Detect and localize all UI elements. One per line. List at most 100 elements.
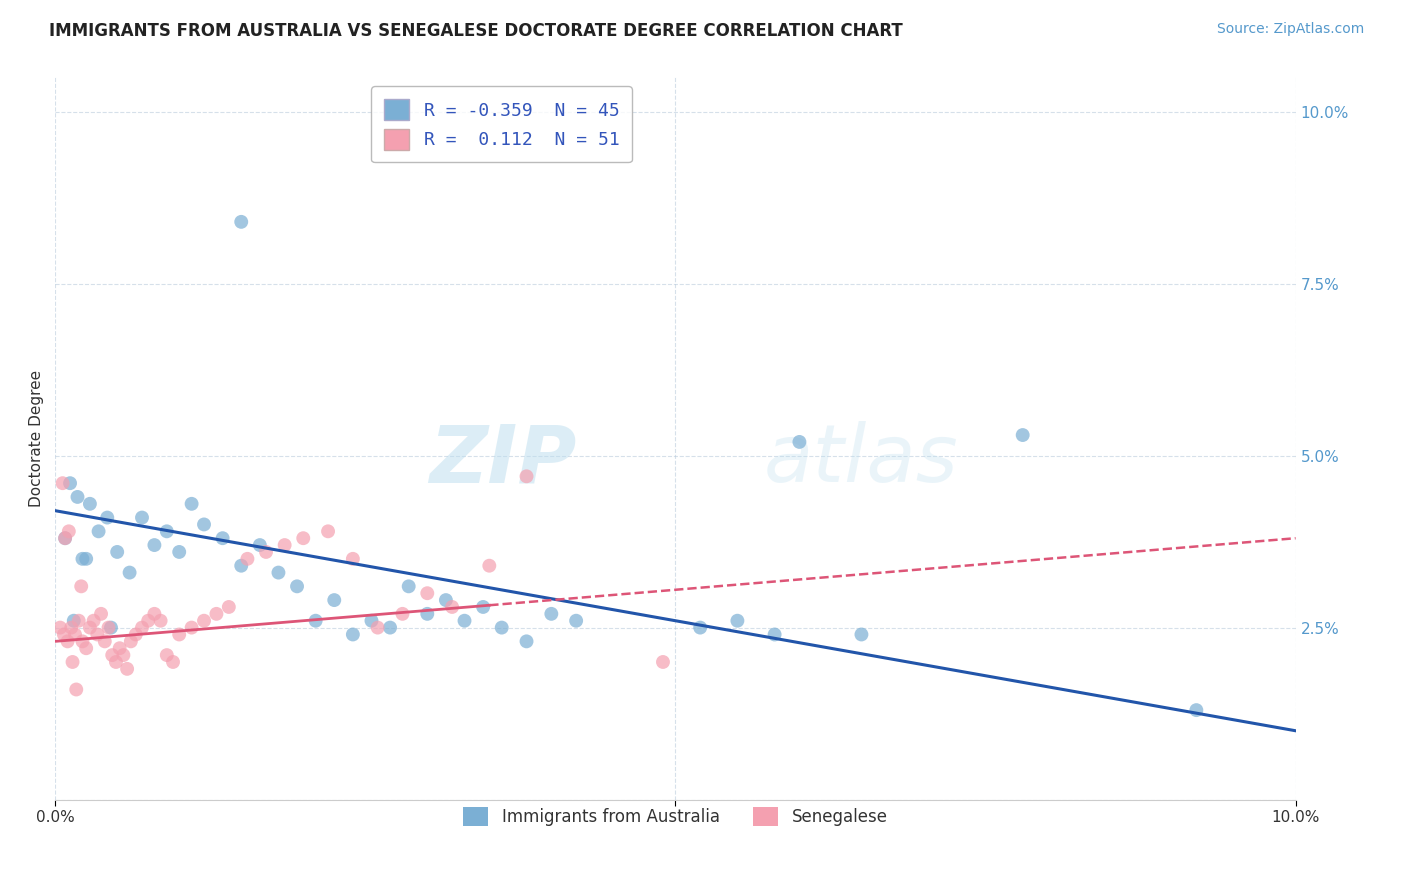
- Point: [131, 621, 153, 635]
- Point: [108, 641, 131, 656]
- Point: [267, 566, 290, 580]
- Point: [1011, 428, 1033, 442]
- Point: [149, 614, 172, 628]
- Point: [86, 627, 108, 641]
- Point: [851, 627, 873, 641]
- Point: [79, 621, 101, 635]
- Point: [75, 551, 97, 566]
- Point: [72, 551, 94, 566]
- Point: [96, 510, 118, 524]
- Point: [60, 621, 83, 635]
- Point: [1185, 703, 1208, 717]
- Point: [472, 599, 495, 614]
- Point: [316, 524, 339, 539]
- Point: [218, 599, 240, 614]
- Point: [143, 607, 166, 621]
- Point: [652, 655, 675, 669]
- Point: [292, 531, 315, 545]
- Point: [156, 648, 179, 662]
- Point: [112, 648, 135, 662]
- Point: [434, 593, 457, 607]
- Point: [58, 524, 80, 539]
- Text: Source: ZipAtlas.com: Source: ZipAtlas.com: [1216, 22, 1364, 37]
- Point: [725, 614, 748, 628]
- Point: [65, 682, 87, 697]
- Y-axis label: Doctorate Degree: Doctorate Degree: [30, 370, 44, 507]
- Point: [143, 538, 166, 552]
- Point: [231, 558, 253, 573]
- Point: [323, 593, 346, 607]
- Point: [70, 579, 93, 593]
- Point: [249, 538, 271, 552]
- Point: [136, 614, 159, 628]
- Point: [62, 655, 84, 669]
- Point: [56, 634, 79, 648]
- Point: [79, 497, 101, 511]
- Point: [491, 621, 513, 635]
- Point: [156, 524, 179, 539]
- Point: [236, 551, 259, 566]
- Point: [49, 621, 72, 635]
- Point: [105, 545, 128, 559]
- Point: [94, 634, 117, 648]
- Point: [193, 614, 215, 628]
- Point: [342, 627, 364, 641]
- Point: [211, 531, 233, 545]
- Point: [416, 586, 439, 600]
- Point: [398, 579, 420, 593]
- Point: [193, 517, 215, 532]
- Text: IMMIGRANTS FROM AUSTRALIA VS SENEGALESE DOCTORATE DEGREE CORRELATION CHART: IMMIGRANTS FROM AUSTRALIA VS SENEGALESE …: [49, 22, 903, 40]
- Point: [53, 531, 76, 545]
- Point: [118, 566, 141, 580]
- Point: [565, 614, 588, 628]
- Point: [540, 607, 562, 621]
- Point: [689, 621, 711, 635]
- Point: [104, 655, 127, 669]
- Point: [87, 524, 110, 539]
- Point: [789, 434, 811, 449]
- Point: [75, 641, 97, 656]
- Point: [115, 662, 138, 676]
- Point: [162, 655, 184, 669]
- Point: [391, 607, 413, 621]
- Point: [52, 627, 75, 641]
- Point: [515, 469, 537, 483]
- Point: [416, 607, 439, 621]
- Point: [52, 476, 75, 491]
- Point: [83, 614, 105, 628]
- Point: [367, 621, 389, 635]
- Point: [515, 634, 537, 648]
- Point: [478, 558, 501, 573]
- Point: [63, 627, 86, 641]
- Point: [305, 614, 328, 628]
- Legend: Immigrants from Australia, Senegalese: Immigrants from Australia, Senegalese: [456, 798, 896, 835]
- Text: ZIP: ZIP: [429, 421, 576, 500]
- Point: [53, 531, 76, 545]
- Point: [90, 607, 112, 621]
- Point: [72, 634, 94, 648]
- Point: [180, 621, 202, 635]
- Point: [254, 545, 277, 559]
- Point: [100, 621, 122, 635]
- Point: [360, 614, 382, 628]
- Point: [273, 538, 295, 552]
- Point: [205, 607, 228, 621]
- Point: [167, 545, 190, 559]
- Point: [180, 497, 202, 511]
- Point: [378, 621, 401, 635]
- Point: [453, 614, 475, 628]
- Point: [763, 627, 786, 641]
- Point: [285, 579, 308, 593]
- Point: [125, 627, 148, 641]
- Point: [131, 510, 153, 524]
- Point: [342, 551, 364, 566]
- Point: [67, 614, 90, 628]
- Point: [97, 621, 120, 635]
- Point: [231, 215, 253, 229]
- Point: [167, 627, 190, 641]
- Point: [120, 634, 142, 648]
- Point: [101, 648, 124, 662]
- Text: atlas: atlas: [763, 421, 959, 500]
- Point: [441, 599, 464, 614]
- Point: [66, 490, 89, 504]
